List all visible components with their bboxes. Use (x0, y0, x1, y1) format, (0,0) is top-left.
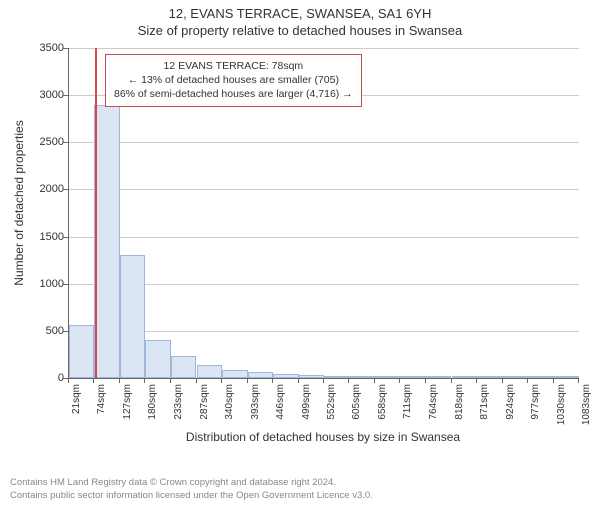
x-tick-label: 977sqm (530, 384, 541, 444)
y-tick-label: 3500 (8, 42, 64, 54)
histogram-bar (400, 376, 425, 378)
histogram-bar (554, 376, 579, 378)
x-tick-label: 340sqm (224, 384, 235, 444)
y-tick-mark (63, 142, 68, 143)
histogram-bar (426, 376, 451, 378)
x-tick-label: 180sqm (147, 384, 158, 444)
x-tick-label: 1083sqm (581, 384, 592, 444)
footer-attribution: Contains HM Land Registry data © Crown c… (10, 477, 373, 502)
histogram-bar (94, 105, 119, 378)
x-tick-mark (527, 378, 528, 383)
x-tick-mark (196, 378, 197, 383)
y-tick-label: 3000 (8, 89, 64, 101)
y-tick-mark (63, 95, 68, 96)
page-title-line1: 12, EVANS TERRACE, SWANSEA, SA1 6YH (0, 6, 600, 21)
x-tick-mark (451, 378, 452, 383)
y-tick-label: 2000 (8, 183, 64, 195)
x-tick-label: 605sqm (351, 384, 362, 444)
x-tick-mark (348, 378, 349, 383)
x-tick-label: 924sqm (505, 384, 516, 444)
histogram-bar (452, 376, 477, 378)
y-tick-mark (63, 189, 68, 190)
histogram-bar (528, 376, 553, 378)
y-tick-label: 1500 (8, 231, 64, 243)
x-tick-label: 127sqm (122, 384, 133, 444)
property-marker-line (95, 48, 97, 378)
x-tick-mark (476, 378, 477, 383)
histogram-bar (222, 370, 247, 378)
grid-line (69, 142, 579, 143)
x-tick-label: 393sqm (250, 384, 261, 444)
histogram-bar (324, 376, 349, 378)
x-tick-label: 658sqm (377, 384, 388, 444)
x-tick-mark (374, 378, 375, 383)
x-tick-mark (553, 378, 554, 383)
histogram-bar (171, 356, 196, 378)
y-tick-mark (63, 331, 68, 332)
x-tick-mark (272, 378, 273, 383)
x-tick-mark (93, 378, 94, 383)
grid-line (69, 48, 579, 49)
grid-line (69, 237, 579, 238)
histogram-bar (248, 372, 273, 378)
annotation-line1: 12 EVANS TERRACE: 78sqm (114, 59, 353, 73)
chart-container: Number of detached properties 12 EVANS T… (0, 38, 600, 438)
page-title-line2: Size of property relative to detached ho… (0, 23, 600, 38)
footer-line2: Contains public sector information licen… (10, 490, 373, 502)
x-tick-mark (119, 378, 120, 383)
x-tick-label: 233sqm (173, 384, 184, 444)
histogram-bar (375, 376, 400, 378)
grid-line (69, 189, 579, 190)
annotation-line3: 86% of semi-detached houses are larger (… (114, 87, 353, 101)
annotation-box: 12 EVANS TERRACE: 78sqm ← 13% of detache… (105, 54, 362, 107)
y-tick-label: 0 (8, 372, 64, 384)
y-tick-label: 1000 (8, 278, 64, 290)
x-tick-mark (425, 378, 426, 383)
x-tick-label: 552sqm (326, 384, 337, 444)
x-tick-label: 446sqm (275, 384, 286, 444)
y-axis-label: Number of detached properties (12, 73, 26, 333)
x-tick-label: 287sqm (199, 384, 210, 444)
x-tick-mark (170, 378, 171, 383)
histogram-bar (349, 376, 374, 378)
y-tick-mark (63, 284, 68, 285)
histogram-bar (69, 325, 94, 378)
x-tick-mark (144, 378, 145, 383)
x-axis-label: Distribution of detached houses by size … (68, 430, 578, 444)
annotation-line2: ← 13% of detached houses are smaller (70… (114, 73, 353, 87)
histogram-bar (145, 340, 170, 378)
y-tick-label: 2500 (8, 136, 64, 148)
x-tick-mark (399, 378, 400, 383)
x-tick-label: 74sqm (96, 384, 107, 444)
y-tick-mark (63, 48, 68, 49)
histogram-bar (503, 376, 528, 378)
x-tick-label: 764sqm (428, 384, 439, 444)
plot-area: 12 EVANS TERRACE: 78sqm ← 13% of detache… (68, 48, 579, 379)
grid-line (69, 284, 579, 285)
y-tick-label: 500 (8, 325, 64, 337)
histogram-bar (120, 255, 145, 378)
x-tick-label: 1030sqm (556, 384, 567, 444)
x-tick-mark (68, 378, 69, 383)
grid-line (69, 331, 579, 332)
x-tick-mark (502, 378, 503, 383)
x-tick-label: 21sqm (71, 384, 82, 444)
histogram-bar (197, 365, 222, 378)
x-tick-mark (578, 378, 579, 383)
footer-line1: Contains HM Land Registry data © Crown c… (10, 477, 373, 489)
x-tick-label: 711sqm (402, 384, 413, 444)
x-tick-label: 871sqm (479, 384, 490, 444)
x-tick-label: 818sqm (454, 384, 465, 444)
x-tick-label: 499sqm (301, 384, 312, 444)
histogram-bar (477, 376, 502, 378)
x-tick-mark (298, 378, 299, 383)
histogram-bar (273, 374, 298, 378)
y-tick-mark (63, 237, 68, 238)
x-tick-mark (221, 378, 222, 383)
x-tick-mark (247, 378, 248, 383)
x-tick-mark (323, 378, 324, 383)
histogram-bar (299, 375, 324, 378)
